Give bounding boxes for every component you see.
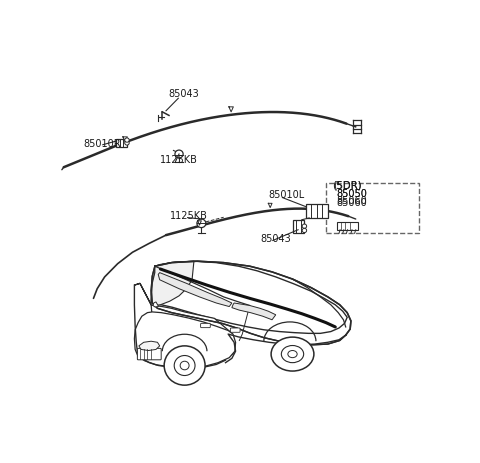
Circle shape <box>197 219 206 228</box>
Circle shape <box>174 356 195 375</box>
Circle shape <box>180 362 189 370</box>
Text: 1125KB: 1125KB <box>170 211 208 221</box>
Polygon shape <box>139 342 160 351</box>
Text: 85060: 85060 <box>336 196 367 206</box>
FancyBboxPatch shape <box>137 349 161 360</box>
Text: 85010L: 85010L <box>268 189 305 199</box>
Polygon shape <box>232 303 276 320</box>
Polygon shape <box>158 273 232 307</box>
Circle shape <box>175 151 183 159</box>
FancyBboxPatch shape <box>292 220 304 234</box>
Ellipse shape <box>281 346 304 363</box>
Polygon shape <box>153 302 158 307</box>
Circle shape <box>125 142 129 146</box>
Bar <box>326 184 419 234</box>
Ellipse shape <box>271 338 314 371</box>
Polygon shape <box>151 262 347 334</box>
Text: 85010R: 85010R <box>83 138 120 148</box>
Polygon shape <box>151 262 194 306</box>
FancyBboxPatch shape <box>230 328 240 332</box>
Circle shape <box>302 229 307 233</box>
Text: (5DR): (5DR) <box>332 180 362 190</box>
Text: 85050: 85050 <box>336 188 367 198</box>
Circle shape <box>302 225 307 229</box>
Circle shape <box>125 138 129 143</box>
Polygon shape <box>134 312 236 368</box>
Ellipse shape <box>288 351 297 358</box>
Text: 85043: 85043 <box>168 89 199 99</box>
FancyBboxPatch shape <box>201 324 210 328</box>
Text: (5DR): (5DR) <box>334 180 362 190</box>
FancyBboxPatch shape <box>337 222 358 230</box>
Circle shape <box>164 346 205 385</box>
Text: 85050: 85050 <box>336 188 367 198</box>
Text: 85060: 85060 <box>336 197 367 207</box>
Text: 1125KB: 1125KB <box>160 155 198 165</box>
Polygon shape <box>134 284 235 365</box>
FancyBboxPatch shape <box>116 139 127 147</box>
Text: 85043: 85043 <box>260 234 291 244</box>
FancyBboxPatch shape <box>305 204 328 219</box>
